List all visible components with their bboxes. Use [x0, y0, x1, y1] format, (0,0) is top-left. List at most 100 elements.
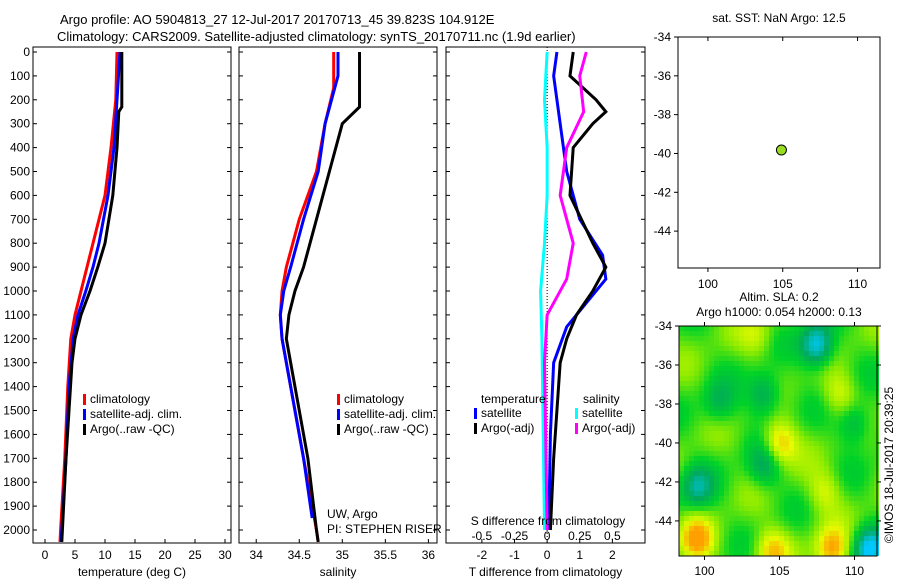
heatmap-cell: [749, 496, 754, 501]
heatmap-cell: [774, 341, 779, 346]
heatmap-cell: [704, 426, 709, 431]
heatmap-cell: [729, 346, 734, 351]
heatmap-cell: [859, 376, 864, 381]
heatmap-cell: [799, 336, 804, 341]
heatmap-cell: [719, 371, 724, 376]
heatmap-cell: [709, 476, 714, 481]
heatmap-cell: [704, 401, 709, 406]
heatmap-cell: [779, 491, 784, 496]
heatmap-cell: [709, 381, 714, 386]
heatmap-cell: [849, 506, 854, 511]
heatmap-cell: [864, 491, 869, 496]
heatmap-cell: [744, 506, 749, 511]
heatmap-cell: [829, 396, 834, 401]
heatmap-cell: [839, 471, 844, 476]
heatmap-cell: [839, 516, 844, 521]
heatmap-cell: [769, 361, 774, 366]
series-line-argo-raw-qc-: [284, 52, 362, 543]
heatmap-cell: [694, 526, 699, 531]
heatmap-cell: [814, 471, 819, 476]
heatmap-cell: [859, 546, 864, 551]
heatmap-cell: [734, 546, 739, 551]
heatmap-cell: [854, 446, 859, 451]
heatmap-cell: [754, 416, 759, 421]
heatmap-cell: [779, 421, 784, 426]
heatmap-cell: [809, 526, 814, 531]
heatmap-cell: [844, 381, 849, 386]
heatmap-cell: [839, 536, 844, 541]
heatmap-cell: [704, 521, 709, 526]
heatmap-cell: [724, 521, 729, 526]
heatmap-cell: [764, 391, 769, 396]
heatmap-cell: [869, 381, 874, 386]
heatmap-cell: [779, 506, 784, 511]
heatmap-cell: [834, 521, 839, 526]
heatmap-cell: [829, 551, 834, 556]
heatmap-cell: [869, 421, 874, 426]
heatmap-cell: [804, 546, 809, 551]
heatmap-cell: [854, 476, 859, 481]
heatmap-cell: [834, 376, 839, 381]
heatmap-cell: [774, 486, 779, 491]
heatmap-cell: [759, 381, 764, 386]
heatmap-cell: [794, 411, 799, 416]
panel-frame: [32, 46, 232, 544]
heatmap-cell: [809, 341, 814, 346]
heatmap-cell: [704, 536, 709, 541]
heatmap-cell: [734, 471, 739, 476]
heatmap-cell: [804, 426, 809, 431]
heatmap-cell: [729, 361, 734, 366]
heatmap-cell: [854, 466, 859, 471]
heatmap-cell: [734, 446, 739, 451]
heatmap-cell: [864, 531, 869, 536]
heatmap-cell: [844, 506, 849, 511]
heatmap-cell: [839, 446, 844, 451]
heatmap-cell: [774, 366, 779, 371]
heatmap-cell: [819, 416, 824, 421]
heatmap-cell: [684, 511, 689, 516]
heatmap-cell: [864, 401, 869, 406]
heatmap-cell: [719, 536, 724, 541]
heatmap-cell: [724, 326, 729, 331]
heatmap-cell: [839, 431, 844, 436]
heatmap-cell: [684, 346, 689, 351]
heatmap-cell: [859, 361, 864, 366]
heatmap-cell: [704, 376, 709, 381]
heatmap-cell: [829, 476, 834, 481]
heatmap-cell: [799, 491, 804, 496]
heatmap-cell: [824, 541, 829, 546]
heatmap-cell: [834, 331, 839, 336]
heatmap-cell: [859, 551, 864, 556]
heatmap-cell: [834, 411, 839, 416]
heatmap-cell: [779, 551, 784, 556]
heatmap-cell: [784, 416, 789, 421]
heatmap-cell: [679, 476, 684, 481]
heatmap-cell: [714, 446, 719, 451]
heatmap-cell: [749, 396, 754, 401]
heatmap-cell: [799, 546, 804, 551]
heatmap-cell: [764, 416, 769, 421]
heatmap-cell: [699, 501, 704, 506]
heatmap-cell: [814, 376, 819, 381]
heatmap-cell: [714, 531, 719, 536]
heatmap-cell: [689, 501, 694, 506]
heatmap-cell: [809, 356, 814, 361]
heatmap-cell: [814, 346, 819, 351]
heatmap-cell: [779, 336, 784, 341]
heatmap-cell: [789, 506, 794, 511]
heatmap-cell: [699, 361, 704, 366]
heatmap-cell: [809, 446, 814, 451]
heatmap-cell: [749, 381, 754, 386]
heatmap-cell: [684, 371, 689, 376]
heatmap-cell: [694, 516, 699, 521]
heatmap-cell: [849, 501, 854, 506]
y-tick-label: -44: [655, 514, 673, 528]
heatmap-cell: [684, 536, 689, 541]
heatmap-cell: [699, 546, 704, 551]
heatmap-cell: [774, 386, 779, 391]
heatmap-cell: [769, 536, 774, 541]
heatmap-cell: [769, 451, 774, 456]
heatmap-cell: [829, 461, 834, 466]
heatmap-cell: [744, 416, 749, 421]
